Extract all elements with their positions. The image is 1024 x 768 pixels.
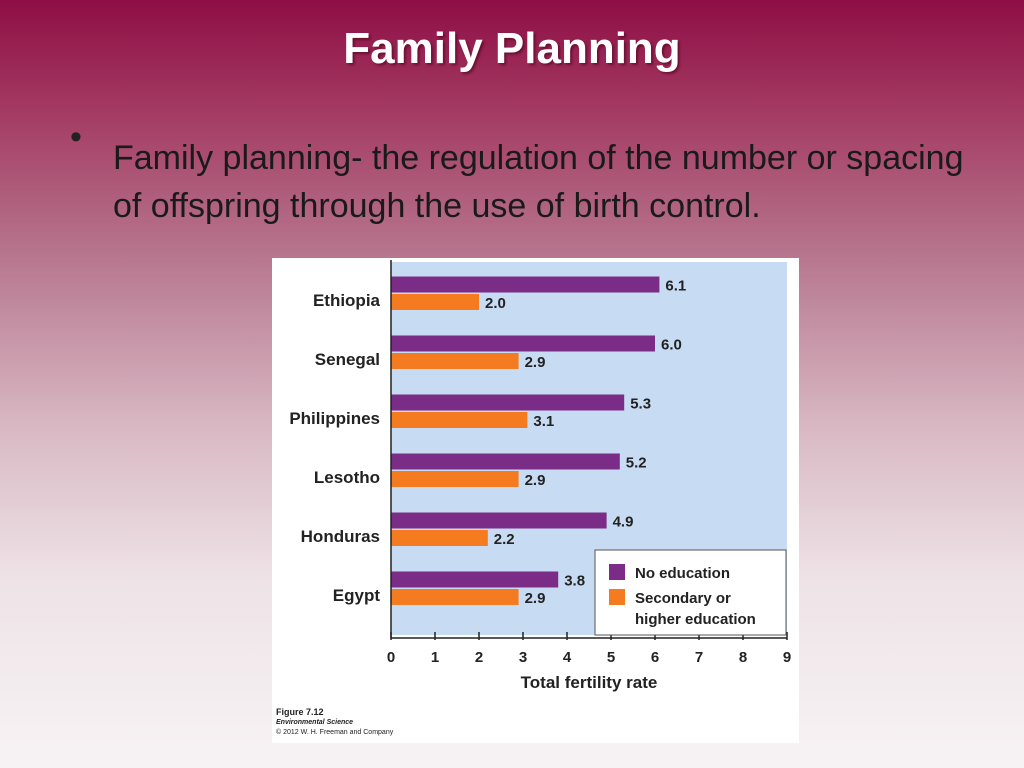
x-tick-label: 5 [607,649,615,666]
bar [391,530,488,546]
figure-caption: Figure 7.12 Environmental Science © 2012… [276,706,393,738]
bar [391,294,479,310]
legend-label: No education [635,565,730,582]
data-label: 2.0 [485,295,506,312]
bar [391,412,528,428]
category-label: Philippines [289,409,380,428]
x-tick-label: 8 [739,649,747,666]
data-label: 3.8 [564,573,585,590]
legend-swatch [609,564,625,580]
data-label: 2.2 [494,531,515,548]
bullet-dot: • [70,118,82,156]
x-tick-label: 0 [387,649,395,666]
legend-label: Secondary or [635,590,731,607]
data-label: 6.0 [661,337,682,354]
data-label: 2.9 [525,354,546,371]
bar [391,353,519,369]
caption-figure-number: Figure 7.12 [276,707,324,717]
category-label: Egypt [333,586,381,605]
category-label: Lesotho [314,468,380,487]
caption-copyright: © 2012 W. H. Freeman and Company [276,729,394,736]
bar [391,453,620,470]
bar [391,589,519,605]
category-label: Senegal [315,350,380,369]
bar [391,276,660,293]
data-label: 5.3 [630,396,651,413]
data-label: 2.9 [525,590,546,607]
caption-source: Environmental Science [276,719,354,726]
bullet-text: Family planning- the regulation of the n… [113,139,964,225]
x-tick-label: 7 [695,649,703,666]
x-tick-label: 2 [475,649,483,666]
x-tick-label: 4 [563,649,572,666]
bar [391,394,625,411]
data-label: 2.9 [525,472,546,489]
x-axis-title: Total fertility rate [521,673,658,692]
category-label: Honduras [301,527,380,546]
fertility-figure: Ethiopia 6.1 2.0 Senegal 6.0 2.9 Philippines 5.… [272,258,799,743]
category-label: Ethiopia [313,291,381,310]
bar [391,571,559,588]
x-tick-label: 3 [519,649,527,666]
legend-swatch [609,589,625,605]
data-label: 6.1 [665,278,686,295]
bar [391,512,607,529]
data-label: 4.9 [613,514,634,531]
data-label: 5.2 [626,455,647,472]
bar [391,471,519,487]
data-label: 3.1 [533,413,554,430]
fertility-chart: Ethiopia 6.1 2.0 Senegal 6.0 2.9 Philippines 5.… [289,260,791,692]
legend-label: higher education [635,611,756,628]
slide-title: Family Planning [343,24,681,73]
x-tick-label: 9 [783,649,791,666]
x-tick-label: 1 [431,649,439,666]
legend-box [594,549,787,636]
x-tick-label: 6 [651,649,659,666]
bar [391,335,655,352]
